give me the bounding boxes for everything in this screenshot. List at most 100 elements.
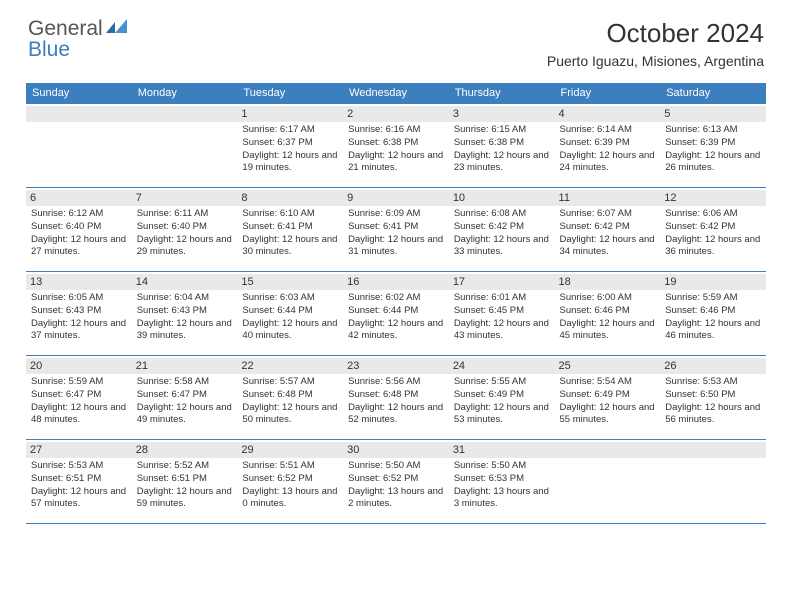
day-details: Sunrise: 6:06 AMSunset: 6:42 PMDaylight:… xyxy=(664,208,762,259)
calendar-cell: 23 Sunrise: 5:56 AMSunset: 6:48 PMDayligh… xyxy=(343,356,449,440)
day-details: Sunrise: 6:01 AMSunset: 6:45 PMDaylight:… xyxy=(453,292,551,343)
calendar-cell: 18 Sunrise: 6:00 AMSunset: 6:46 PMDayligh… xyxy=(555,272,661,356)
calendar-cell: 6 Sunrise: 6:12 AMSunset: 6:40 PMDaylight… xyxy=(26,188,132,272)
day-details: Sunrise: 6:16 AMSunset: 6:38 PMDaylight:… xyxy=(347,124,445,175)
day-details: Sunrise: 6:08 AMSunset: 6:42 PMDaylight:… xyxy=(453,208,551,259)
day-header: Sunday xyxy=(26,83,132,104)
calendar-table: SundayMondayTuesdayWednesdayThursdayFrid… xyxy=(26,83,766,524)
day-details: Sunrise: 6:11 AMSunset: 6:40 PMDaylight:… xyxy=(136,208,234,259)
calendar-cell: 7 Sunrise: 6:11 AMSunset: 6:40 PMDaylight… xyxy=(132,188,238,272)
day-header: Friday xyxy=(555,83,661,104)
day-number: 21 xyxy=(132,358,238,374)
day-number: 20 xyxy=(26,358,132,374)
day-number-empty xyxy=(660,442,766,458)
day-number: 27 xyxy=(26,442,132,458)
day-details: Sunrise: 5:50 AMSunset: 6:52 PMDaylight:… xyxy=(347,460,445,511)
calendar-cell: 20Sunrise: 5:59 AMSunset: 6:47 PMDayligh… xyxy=(26,356,132,440)
day-header: Monday xyxy=(132,83,238,104)
day-header-row: SundayMondayTuesdayWednesdayThursdayFrid… xyxy=(26,83,766,104)
calendar-cell: 25Sunrise: 5:54 AMSunset: 6:49 PMDayligh… xyxy=(555,356,661,440)
day-number: 30 xyxy=(343,442,449,458)
logo-text-general: General xyxy=(28,17,103,40)
calendar-cell: 9 Sunrise: 6:09 AMSunset: 6:41 PMDaylight… xyxy=(343,188,449,272)
day-number: 9 xyxy=(343,190,449,206)
day-details: Sunrise: 6:15 AMSunset: 6:38 PMDaylight:… xyxy=(453,124,551,175)
day-number-empty xyxy=(132,106,238,122)
day-details: Sunrise: 5:59 AMSunset: 6:46 PMDaylight:… xyxy=(664,292,762,343)
day-number: 2 xyxy=(343,106,449,122)
day-number: 8 xyxy=(237,190,343,206)
day-header: Wednesday xyxy=(343,83,449,104)
day-number-empty xyxy=(26,106,132,122)
day-details: Sunrise: 6:05 AMSunset: 6:43 PMDaylight:… xyxy=(30,292,128,343)
day-details: Sunrise: 5:56 AMSunset: 6:48 PMDaylight:… xyxy=(347,376,445,427)
day-details: Sunrise: 6:12 AMSunset: 6:40 PMDaylight:… xyxy=(30,208,128,259)
location: Puerto Iguazu, Misiones, Argentina xyxy=(547,53,764,69)
calendar-cell: 29Sunrise: 5:51 AMSunset: 6:52 PMDayligh… xyxy=(237,440,343,524)
logo: GeneralBlue xyxy=(28,18,130,60)
calendar-cell xyxy=(26,104,132,188)
day-number: 15 xyxy=(237,274,343,290)
calendar-cell: 17 Sunrise: 6:01 AMSunset: 6:45 PMDayligh… xyxy=(449,272,555,356)
calendar-body: 1 Sunrise: 6:17 AMSunset: 6:37 PMDaylight… xyxy=(26,104,766,524)
day-number-empty xyxy=(555,442,661,458)
calendar-cell xyxy=(555,440,661,524)
day-number: 18 xyxy=(555,274,661,290)
day-details: Sunrise: 5:52 AMSunset: 6:51 PMDaylight:… xyxy=(136,460,234,511)
calendar-cell xyxy=(132,104,238,188)
calendar-cell: 15 Sunrise: 6:03 AMSunset: 6:44 PMDayligh… xyxy=(237,272,343,356)
day-details: Sunrise: 6:09 AMSunset: 6:41 PMDaylight:… xyxy=(347,208,445,259)
day-number: 13 xyxy=(26,274,132,290)
calendar-cell: 30 Sunrise: 5:50 AMSunset: 6:52 PMDayligh… xyxy=(343,440,449,524)
day-details: Sunrise: 5:53 AMSunset: 6:50 PMDaylight:… xyxy=(664,376,762,427)
day-details: Sunrise: 5:58 AMSunset: 6:47 PMDaylight:… xyxy=(136,376,234,427)
calendar-row: 27Sunrise: 5:53 AMSunset: 6:51 PMDayligh… xyxy=(26,440,766,524)
calendar-cell: 12 Sunrise: 6:06 AMSunset: 6:42 PMDayligh… xyxy=(660,188,766,272)
day-header: Saturday xyxy=(660,83,766,104)
day-number: 22 xyxy=(237,358,343,374)
day-number: 31 xyxy=(449,442,555,458)
day-number: 1 xyxy=(237,106,343,122)
day-number: 7 xyxy=(132,190,238,206)
calendar-cell: 26Sunrise: 5:53 AMSunset: 6:50 PMDayligh… xyxy=(660,356,766,440)
day-number: 23 xyxy=(343,358,449,374)
calendar-cell: 21 Sunrise: 5:58 AMSunset: 6:47 PMDayligh… xyxy=(132,356,238,440)
calendar-row: 1 Sunrise: 6:17 AMSunset: 6:37 PMDaylight… xyxy=(26,104,766,188)
day-details: Sunrise: 6:13 AMSunset: 6:39 PMDaylight:… xyxy=(664,124,762,175)
calendar-cell: 11 Sunrise: 6:07 AMSunset: 6:42 PMDayligh… xyxy=(555,188,661,272)
day-details: Sunrise: 6:10 AMSunset: 6:41 PMDaylight:… xyxy=(241,208,339,259)
day-number: 5 xyxy=(660,106,766,122)
day-number: 4 xyxy=(555,106,661,122)
day-details: Sunrise: 5:50 AMSunset: 6:53 PMDaylight:… xyxy=(453,460,551,511)
calendar-cell: 19 Sunrise: 5:59 AMSunset: 6:46 PMDayligh… xyxy=(660,272,766,356)
day-number: 25 xyxy=(555,358,661,374)
calendar-cell xyxy=(660,440,766,524)
day-details: Sunrise: 6:14 AMSunset: 6:39 PMDaylight:… xyxy=(559,124,657,175)
calendar-cell: 8 Sunrise: 6:10 AMSunset: 6:41 PMDaylight… xyxy=(237,188,343,272)
day-number: 28 xyxy=(132,442,238,458)
day-number: 10 xyxy=(449,190,555,206)
day-details: Sunrise: 6:03 AMSunset: 6:44 PMDaylight:… xyxy=(241,292,339,343)
calendar-row: 13 Sunrise: 6:05 AMSunset: 6:43 PMDayligh… xyxy=(26,272,766,356)
calendar-cell: 10 Sunrise: 6:08 AMSunset: 6:42 PMDayligh… xyxy=(449,188,555,272)
day-number: 24 xyxy=(449,358,555,374)
calendar-row: 20Sunrise: 5:59 AMSunset: 6:47 PMDayligh… xyxy=(26,356,766,440)
calendar-cell: 14Sunrise: 6:04 AMSunset: 6:43 PMDayligh… xyxy=(132,272,238,356)
day-header: Tuesday xyxy=(237,83,343,104)
day-details: Sunrise: 6:07 AMSunset: 6:42 PMDaylight:… xyxy=(559,208,657,259)
day-number: 6 xyxy=(26,190,132,206)
day-number: 12 xyxy=(660,190,766,206)
day-header: Thursday xyxy=(449,83,555,104)
day-details: Sunrise: 5:51 AMSunset: 6:52 PMDaylight:… xyxy=(241,460,339,511)
calendar-cell: 13 Sunrise: 6:05 AMSunset: 6:43 PMDayligh… xyxy=(26,272,132,356)
title-block: October 2024 Puerto Iguazu, Misiones, Ar… xyxy=(547,18,764,69)
day-details: Sunrise: 6:00 AMSunset: 6:46 PMDaylight:… xyxy=(559,292,657,343)
calendar-cell: 4 Sunrise: 6:14 AMSunset: 6:39 PMDaylight… xyxy=(555,104,661,188)
calendar-cell: 31 Sunrise: 5:50 AMSunset: 6:53 PMDayligh… xyxy=(449,440,555,524)
day-details: Sunrise: 6:17 AMSunset: 6:37 PMDaylight:… xyxy=(241,124,339,175)
day-number: 19 xyxy=(660,274,766,290)
day-details: Sunrise: 6:04 AMSunset: 6:43 PMDaylight:… xyxy=(136,292,234,343)
day-number: 11 xyxy=(555,190,661,206)
day-number: 16 xyxy=(343,274,449,290)
day-number: 17 xyxy=(449,274,555,290)
